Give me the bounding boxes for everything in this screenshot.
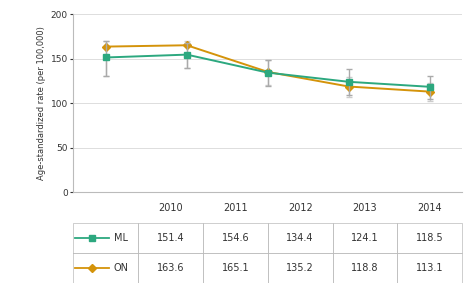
Text: 151.4: 151.4: [157, 233, 184, 243]
Text: 163.6: 163.6: [157, 263, 184, 273]
Text: ML: ML: [114, 233, 128, 243]
Text: 2010: 2010: [158, 203, 183, 213]
Text: 113.1: 113.1: [416, 263, 444, 273]
Text: 165.1: 165.1: [222, 263, 249, 273]
Text: 2012: 2012: [288, 203, 312, 213]
Text: 124.1: 124.1: [351, 233, 379, 243]
Text: 2014: 2014: [418, 203, 442, 213]
Text: 154.6: 154.6: [222, 233, 249, 243]
Text: 118.5: 118.5: [416, 233, 444, 243]
Text: 135.2: 135.2: [286, 263, 314, 273]
Y-axis label: Age-standardized rate (per 100,000): Age-standardized rate (per 100,000): [37, 26, 46, 180]
Text: ON: ON: [114, 263, 128, 273]
Text: 2013: 2013: [353, 203, 377, 213]
Text: 2011: 2011: [223, 203, 248, 213]
Text: 134.4: 134.4: [286, 233, 314, 243]
Text: 118.8: 118.8: [351, 263, 379, 273]
